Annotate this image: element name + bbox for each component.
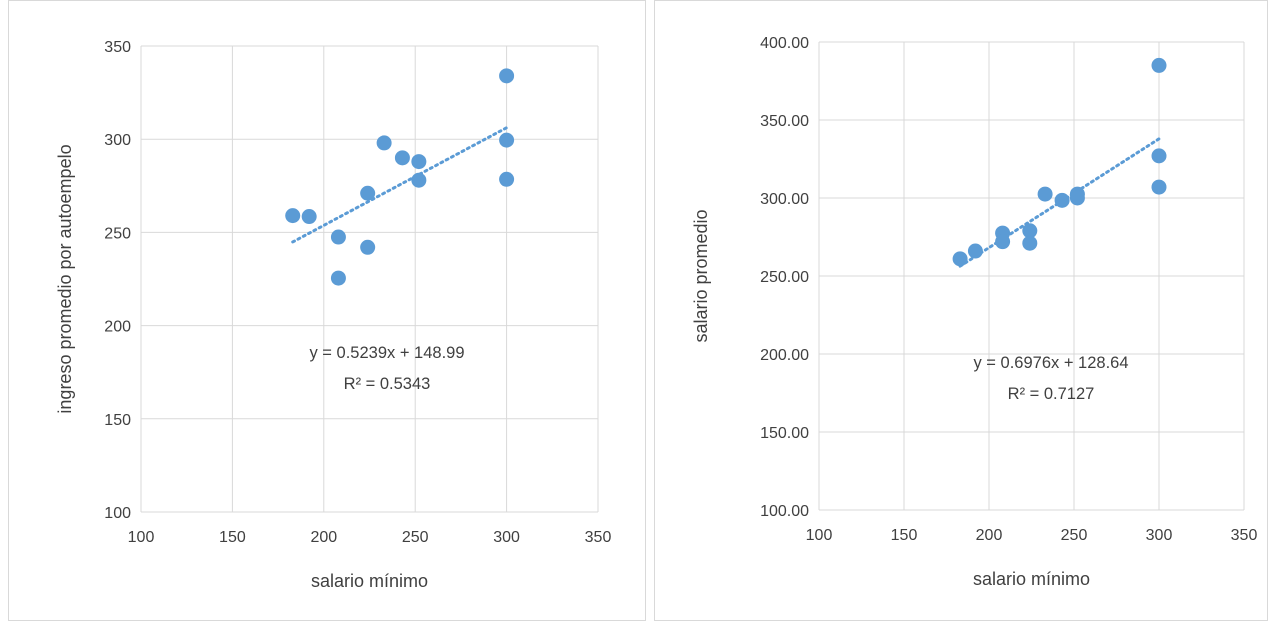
x-tick-label: 300 bbox=[1146, 527, 1173, 544]
y-tick-label: 350 bbox=[104, 39, 131, 56]
x-tick-label: 100 bbox=[806, 527, 833, 544]
y-tick-label: 250 bbox=[104, 225, 131, 242]
data-point bbox=[499, 132, 515, 148]
chart-panel-left: 100 150 200 250 300 350 100 150 200 250 300 350 y = … bbox=[8, 0, 646, 621]
r-squared-label: R² = 0.5343 bbox=[344, 375, 431, 393]
y-axis-title: ingreso promedio por autoempelo bbox=[55, 144, 75, 413]
x-tick-label: 150 bbox=[891, 527, 918, 544]
data-point bbox=[995, 234, 1011, 250]
y-tick-label: 200.00 bbox=[760, 347, 809, 364]
trendline-equation: y = 0.5239x + 148.99 bbox=[309, 344, 464, 362]
y-tick-label: 350.00 bbox=[760, 113, 809, 130]
data-point bbox=[967, 243, 983, 259]
y-tick-label: 300.00 bbox=[760, 191, 809, 208]
data-point bbox=[1069, 190, 1085, 206]
data-point bbox=[360, 239, 376, 255]
data-point bbox=[499, 171, 515, 187]
x-tick-label: 200 bbox=[310, 529, 337, 546]
data-point bbox=[1037, 186, 1053, 202]
data-point bbox=[285, 208, 301, 224]
data-point bbox=[330, 270, 346, 286]
y-tick-label: 100 bbox=[104, 505, 131, 522]
data-point bbox=[411, 154, 427, 170]
trendline bbox=[958, 137, 1161, 268]
x-axis-title: salario mínimo bbox=[973, 569, 1090, 589]
y-tick-label: 150 bbox=[104, 412, 131, 429]
x-tick-label: 350 bbox=[585, 529, 612, 546]
data-point bbox=[1022, 223, 1038, 239]
data-point bbox=[411, 172, 427, 188]
x-tick-label: 300 bbox=[493, 529, 520, 546]
trendline bbox=[291, 126, 509, 244]
data-point bbox=[952, 251, 968, 267]
x-tick-label: 350 bbox=[1231, 527, 1258, 544]
data-point bbox=[301, 209, 317, 225]
scatter-chart-right: 100 150 200 250 300 350 100.00 150.00 200.00 250.… bbox=[691, 35, 1258, 589]
x-tick-label: 250 bbox=[402, 529, 429, 546]
x-tick-label: 100 bbox=[128, 529, 155, 546]
trendline-equation: y = 0.6976x + 128.64 bbox=[973, 354, 1128, 372]
scatter-chart-left: 100 150 200 250 300 350 100 150 200 250 300 350 y = … bbox=[55, 39, 612, 591]
data-point bbox=[360, 185, 376, 201]
chart-panel-right: 100 150 200 250 300 350 100.00 150.00 200.00 250.… bbox=[654, 0, 1268, 621]
data-point bbox=[330, 229, 346, 245]
y-tick-label: 200 bbox=[104, 319, 131, 336]
r-squared-label: R² = 0.7127 bbox=[1008, 385, 1095, 403]
y-tick-label: 300 bbox=[104, 132, 131, 149]
data-point bbox=[394, 150, 410, 166]
data-point bbox=[1151, 148, 1167, 164]
y-tick-label: 250.00 bbox=[760, 269, 809, 286]
data-point bbox=[376, 135, 392, 151]
x-tick-label: 150 bbox=[219, 529, 246, 546]
y-axis-title: salario promedio bbox=[691, 209, 711, 342]
x-tick-label: 250 bbox=[1061, 527, 1088, 544]
data-point bbox=[499, 68, 515, 84]
y-tick-label: 150.00 bbox=[760, 425, 809, 442]
x-tick-label: 200 bbox=[976, 527, 1003, 544]
data-point bbox=[1151, 179, 1167, 195]
data-point bbox=[1151, 57, 1167, 73]
x-axis-title: salario mínimo bbox=[311, 571, 428, 591]
data-point bbox=[1054, 192, 1070, 208]
data-point bbox=[1022, 235, 1038, 251]
y-tick-label: 100.00 bbox=[760, 503, 809, 520]
y-tick-label: 400.00 bbox=[760, 35, 809, 52]
